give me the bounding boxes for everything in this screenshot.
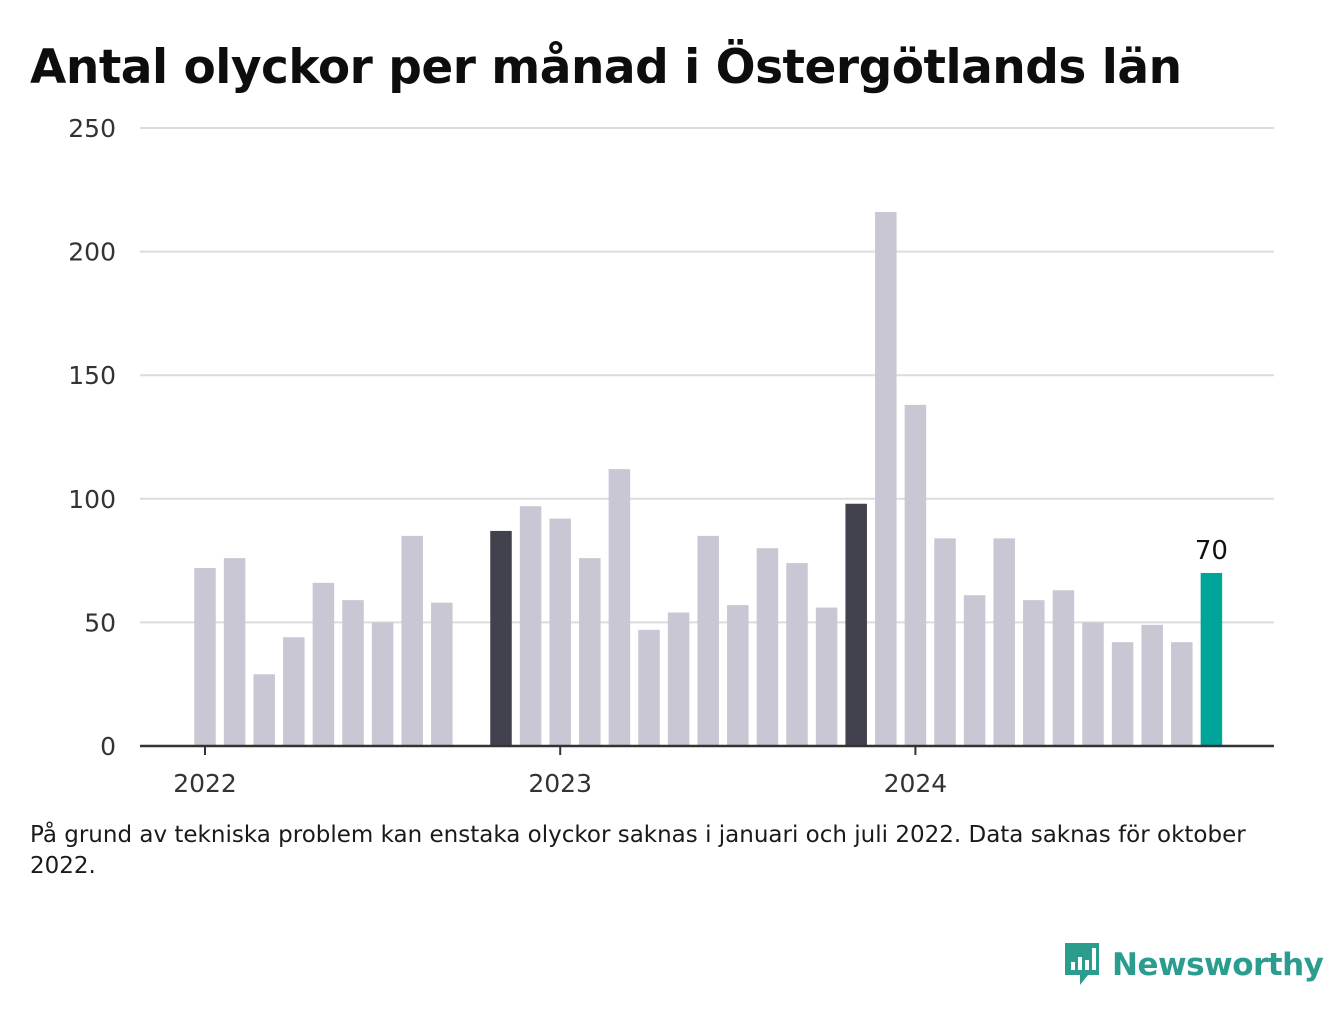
bar-2024-05 — [1023, 600, 1045, 746]
bar-2023-12 — [875, 212, 897, 747]
bar-2022-05 — [312, 582, 335, 746]
bar-2024-02 — [934, 538, 956, 746]
bar-2022-02 — [223, 558, 246, 746]
bar-2023-05 — [667, 612, 690, 746]
bars — [194, 212, 1223, 747]
bar-2023-04 — [638, 629, 660, 746]
bar-2022-07 — [371, 622, 394, 746]
bar-2024-04 — [993, 538, 1015, 746]
y-tick-label: 150 — [68, 361, 116, 390]
y-tick-label: 100 — [68, 485, 116, 514]
chart-title: Antal olyckor per månad i Östergötlands … — [30, 40, 1182, 95]
bar-2022-08 — [401, 535, 423, 746]
y-tick-label: 0 — [100, 732, 116, 761]
brand-name: Newsworthy — [1112, 947, 1324, 983]
bar-2024-01 — [904, 404, 927, 746]
y-tick-label: 50 — [84, 608, 116, 637]
x-tick-label: 2023 — [528, 769, 592, 798]
bar-2023-11 — [845, 503, 867, 746]
bar-2022-09 — [431, 602, 453, 746]
bar-2024-06 — [1052, 590, 1075, 746]
x-tick-label: 2022 — [173, 769, 237, 798]
bar-2022-01 — [194, 568, 216, 746]
bar-2022-11 — [490, 530, 512, 746]
bar-2023-02 — [579, 558, 601, 746]
bar-2023-01 — [549, 518, 571, 746]
x-axis: 2022 2023 2024 — [140, 744, 1274, 798]
bar-2022-03 — [253, 674, 275, 746]
bar-2022-12 — [519, 506, 542, 746]
bar-chart: 0 50 100 150 200 250 70 2022 2023 2024 — [68, 114, 1274, 798]
bar-2024-09 — [1141, 624, 1163, 746]
bar-2024-11 — [1200, 572, 1223, 746]
y-tick-label: 250 — [68, 114, 116, 143]
bar-2022-06 — [342, 600, 364, 746]
bar-2024-03 — [963, 595, 986, 746]
bar-2023-07 — [727, 605, 749, 746]
data-label: 70 — [1195, 536, 1228, 566]
bar-2024-10 — [1171, 642, 1193, 746]
bar-2022-04 — [283, 637, 305, 746]
y-tick-label: 200 — [68, 238, 116, 267]
bar-2023-06 — [697, 535, 719, 746]
footnote: På grund av tekniska problem kan enstaka… — [30, 822, 1246, 879]
x-tick-label: 2024 — [884, 769, 948, 798]
chart-speech-bubble-icon — [1065, 943, 1099, 985]
data-labels: 70 — [1195, 536, 1228, 566]
y-tick-labels: 0 50 100 150 200 250 — [68, 114, 116, 761]
brand-logo: Newsworthy — [1062, 940, 1324, 990]
bar-2023-10 — [815, 607, 838, 746]
bar-2023-03 — [608, 469, 631, 746]
bar-2023-08 — [756, 548, 779, 746]
bar-2024-08 — [1111, 642, 1134, 746]
bar-2024-07 — [1082, 622, 1104, 746]
bar-2023-09 — [786, 563, 808, 746]
